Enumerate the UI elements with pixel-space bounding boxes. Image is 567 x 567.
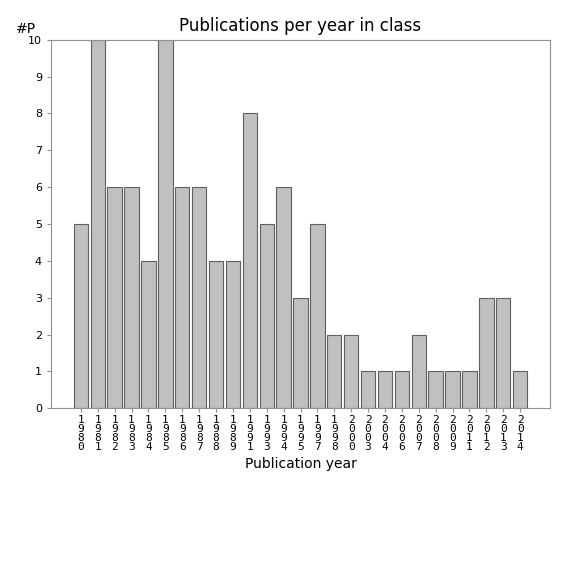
Bar (395, 371, 409, 408)
Bar (74, 224, 88, 408)
Text: #P: #P (16, 22, 36, 36)
X-axis label: Publication year: Publication year (244, 457, 357, 471)
Bar (175, 187, 189, 408)
Bar (209, 261, 223, 408)
Bar (412, 335, 426, 408)
Bar (462, 371, 477, 408)
Bar (226, 261, 240, 408)
Bar (378, 371, 392, 408)
Bar (344, 335, 358, 408)
Bar (124, 187, 139, 408)
Bar (429, 371, 443, 408)
Bar (108, 187, 122, 408)
Bar (513, 371, 527, 408)
Bar (243, 113, 257, 408)
Title: Publications per year in class: Publications per year in class (179, 18, 422, 35)
Bar (260, 224, 274, 408)
Bar (310, 224, 324, 408)
Bar (91, 40, 105, 408)
Bar (327, 335, 341, 408)
Bar (496, 298, 510, 408)
Bar (277, 187, 291, 408)
Bar (158, 40, 172, 408)
Bar (479, 298, 493, 408)
Bar (445, 371, 460, 408)
Bar (192, 187, 206, 408)
Bar (293, 298, 308, 408)
Bar (141, 261, 156, 408)
Bar (361, 371, 375, 408)
